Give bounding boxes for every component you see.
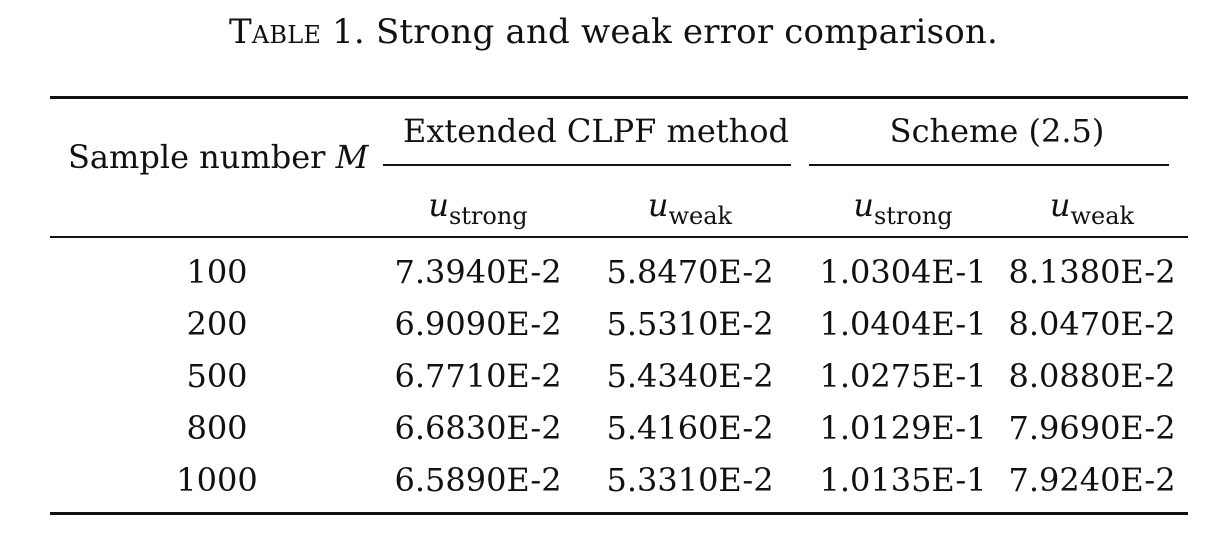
cell-clpf-weak: 5.8470E-2: [606, 253, 774, 291]
cell-scheme-weak: 7.9240E-2: [1008, 461, 1176, 499]
cell-scheme-strong: 1.0129E-1: [819, 409, 987, 447]
col-header-clpf-strong: ustrong: [428, 186, 527, 230]
group-rule-scheme: [809, 164, 1169, 166]
cell-m: 800: [186, 409, 248, 447]
table-caption-label: Table 1.: [228, 12, 365, 52]
col-var: u: [1049, 186, 1071, 224]
mid-rule: [50, 236, 1188, 238]
table-caption-text: Strong and weak error comparison.: [375, 12, 999, 52]
cell-scheme-strong: 1.0404E-1: [819, 305, 987, 343]
row-header-text: Sample number: [68, 138, 326, 176]
cell-clpf-strong: 6.7710E-2: [394, 357, 562, 395]
top-rule: [50, 96, 1188, 99]
cell-m: 200: [186, 305, 248, 343]
col-header-scheme-weak: uweak: [1049, 186, 1134, 230]
cell-clpf-strong: 7.3940E-2: [394, 253, 562, 291]
col-sub: strong: [448, 202, 528, 230]
col-sub: weak: [1070, 202, 1135, 230]
cell-clpf-weak: 5.4160E-2: [606, 409, 774, 447]
cell-scheme-weak: 8.1380E-2: [1008, 253, 1176, 291]
table-caption: Table 1. Strong and weak error compariso…: [0, 12, 1227, 52]
cell-clpf-weak: 5.5310E-2: [606, 305, 774, 343]
cell-clpf-weak: 5.3310E-2: [606, 461, 774, 499]
cell-scheme-weak: 7.9690E-2: [1008, 409, 1176, 447]
group-header-scheme: Scheme (2.5): [889, 112, 1105, 150]
cell-scheme-strong: 1.0275E-1: [819, 357, 987, 395]
cell-scheme-weak: 8.0880E-2: [1008, 357, 1176, 395]
row-header-sample-number: Sample number M: [68, 138, 368, 176]
cell-scheme-weak: 8.0470E-2: [1008, 305, 1176, 343]
col-header-clpf-weak: uweak: [647, 186, 732, 230]
cell-clpf-weak: 5.4340E-2: [606, 357, 774, 395]
cell-m: 100: [186, 253, 248, 291]
col-var: u: [428, 186, 449, 224]
cell-scheme-strong: 1.0135E-1: [819, 461, 987, 499]
row-header-var: M: [335, 138, 369, 176]
col-var: u: [853, 186, 874, 224]
cell-clpf-strong: 6.9090E-2: [394, 305, 562, 343]
bottom-rule: [50, 512, 1188, 515]
cell-m: 500: [186, 357, 248, 395]
group-rule-clpf: [383, 164, 791, 166]
col-sub: weak: [668, 202, 733, 230]
cell-clpf-strong: 6.5890E-2: [394, 461, 562, 499]
col-var: u: [647, 186, 669, 224]
cell-m: 1000: [176, 461, 258, 499]
cell-clpf-strong: 6.6830E-2: [394, 409, 562, 447]
col-sub: strong: [873, 202, 953, 230]
group-header-clpf: Extended CLPF method: [402, 112, 790, 150]
cell-scheme-strong: 1.0304E-1: [819, 253, 987, 291]
col-header-scheme-strong: ustrong: [853, 186, 952, 230]
